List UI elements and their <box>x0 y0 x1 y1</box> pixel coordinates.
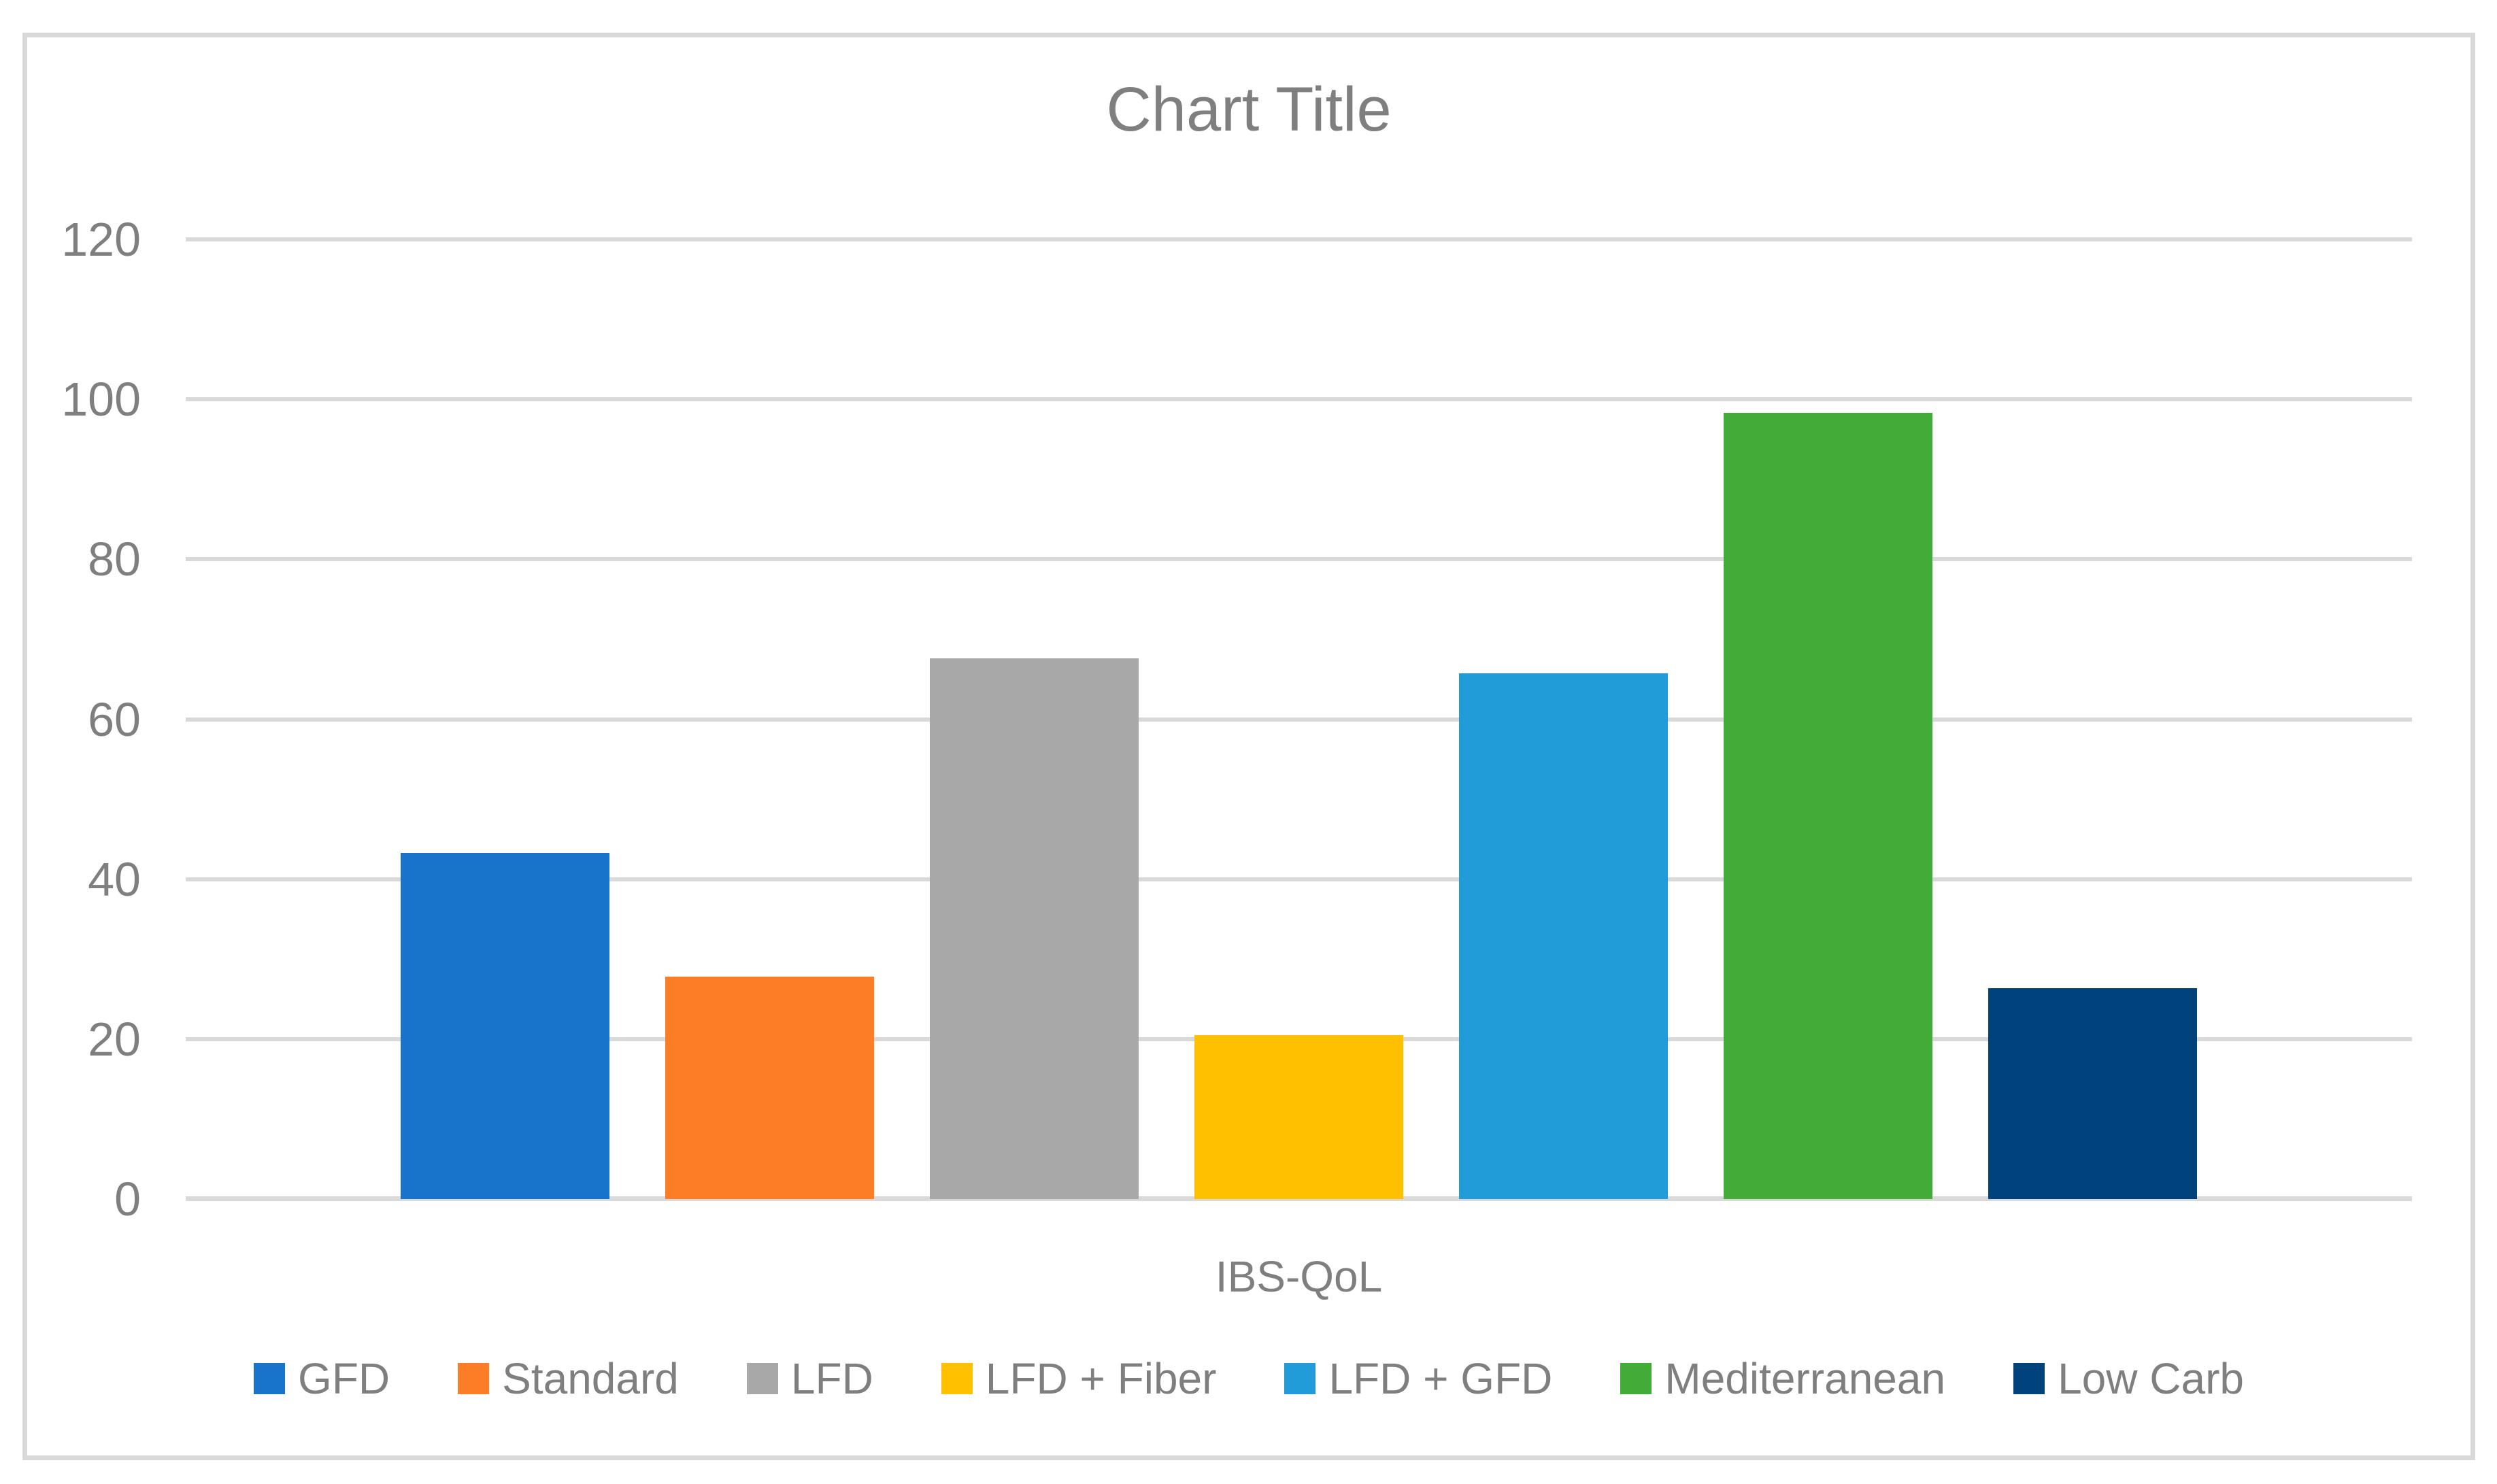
plot-area <box>186 237 2412 1201</box>
y-tick-label-40: 40 <box>88 853 141 906</box>
y-axis: 0 20 40 60 80 100 120 <box>27 214 180 1224</box>
chart-frame: Chart Title 0 20 40 60 80 100 120 IBS-QoL GFD S… <box>22 33 2475 1460</box>
bar-lfd-fiber <box>1194 1034 1403 1199</box>
legend-label-gfd: GFD <box>298 1354 390 1403</box>
bar-standard <box>665 977 874 1199</box>
bar-lfd <box>930 658 1139 1199</box>
legend-item-low-carb: Low Carb <box>2013 1355 2244 1402</box>
bar-group <box>186 239 2412 1199</box>
legend-swatch-low-carb <box>2013 1363 2045 1394</box>
legend-swatch-mediterranean <box>1620 1363 1652 1394</box>
legend-item-lfd-fiber: LFD + Fiber <box>941 1354 1217 1403</box>
y-tick-label-0: 0 <box>114 1173 141 1226</box>
y-tick-label-80: 80 <box>88 533 141 586</box>
x-axis-label: IBS-QoL <box>1215 1252 1383 1301</box>
legend: GFD Standard LFD LFD + Fiber LFD + GFD Medite… <box>27 1355 2470 1402</box>
bar-gfd <box>401 852 609 1199</box>
legend-swatch-standard <box>458 1363 490 1394</box>
legend-item-lfd-gfd: LFD + GFD <box>1284 1355 1552 1402</box>
gridline-40 <box>186 877 2412 881</box>
legend-swatch-lfd-fiber <box>941 1363 973 1394</box>
gridline-100 <box>186 397 2412 402</box>
legend-swatch-lfd <box>746 1363 778 1394</box>
gridline-120 <box>186 237 2412 241</box>
legend-item-gfd: GFD <box>254 1355 390 1402</box>
legend-swatch-lfd-gfd <box>1284 1363 1316 1394</box>
legend-item-mediterranean: Mediterranean <box>1620 1355 1945 1402</box>
y-tick-label-120: 120 <box>61 213 141 266</box>
bar-lfd-gfd <box>1459 673 1668 1199</box>
legend-swatch-gfd <box>254 1363 286 1394</box>
legend-label-lfd: LFD <box>790 1354 873 1403</box>
legend-item-standard: Standard <box>458 1355 679 1402</box>
legend-label-low-carb: Low Carb <box>2058 1354 2244 1403</box>
gridline-80 <box>186 557 2412 562</box>
legend-label-lfd-fiber: LFD + Fiber <box>985 1354 1217 1403</box>
bar-low-carb <box>1988 988 2197 1199</box>
legend-label-standard: Standard <box>502 1354 679 1403</box>
gridline-60 <box>186 717 2412 722</box>
legend-item-lfd: LFD <box>746 1354 873 1403</box>
legend-label-mediterranean: Mediterranean <box>1664 1354 1946 1403</box>
bar-mediterranean <box>1724 413 1932 1199</box>
y-tick-label-60: 60 <box>88 693 141 746</box>
y-tick-label-20: 20 <box>88 1013 141 1066</box>
chart-title: Chart Title <box>1106 75 1392 144</box>
y-tick-label-100: 100 <box>61 373 141 426</box>
legend-label-lfd-gfd: LFD + GFD <box>1328 1354 1553 1403</box>
